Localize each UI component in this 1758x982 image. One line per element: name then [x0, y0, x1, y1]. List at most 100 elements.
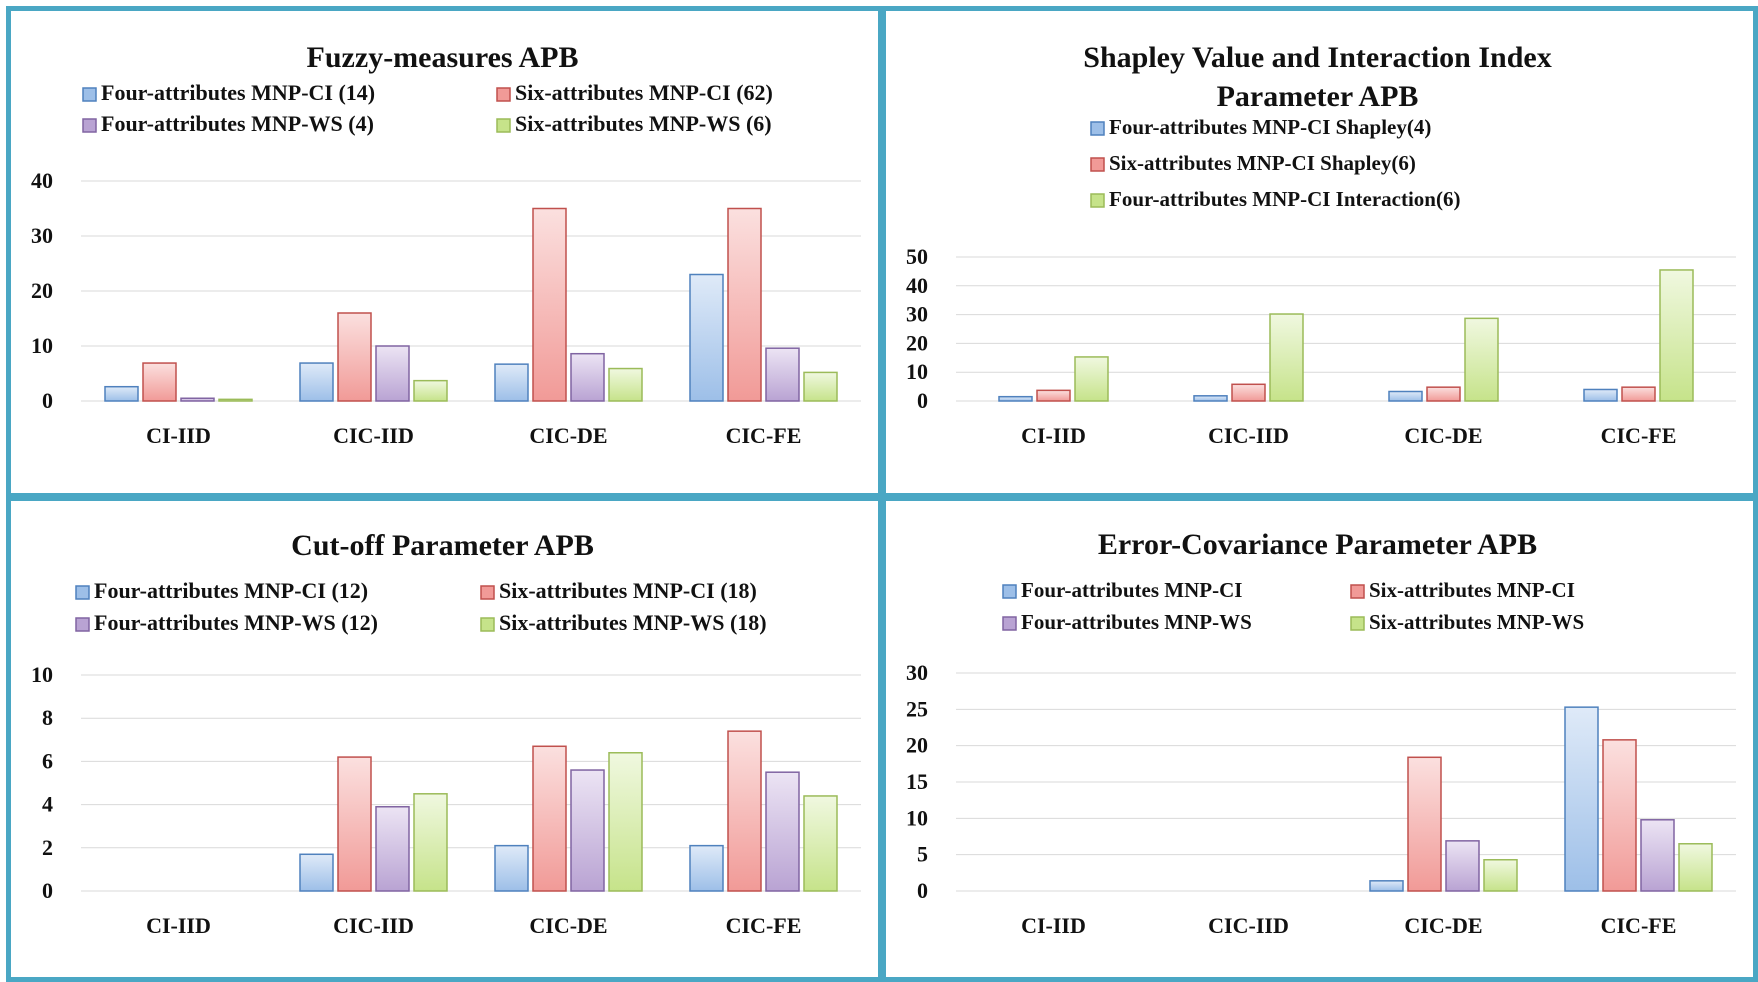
y-tick-label: 2 [42, 835, 53, 860]
bar [1269, 313, 1304, 402]
x-category-label: CI-IID [1021, 913, 1086, 938]
bar [1445, 840, 1480, 892]
bar [1036, 389, 1071, 402]
legend-swatch [82, 118, 97, 133]
chart-error-covariance-svg: Error-Covariance Parameter APB Four-attri… [906, 528, 1736, 938]
bar [1602, 739, 1637, 892]
legend-swatch [480, 585, 495, 600]
y-tick-label: 40 [31, 168, 53, 193]
bar [494, 363, 529, 402]
bar [689, 273, 724, 402]
bar [608, 367, 643, 402]
legend-swatch [496, 87, 511, 102]
y-tick-label: 25 [906, 696, 928, 721]
bar [104, 385, 139, 402]
x-category-label: CIC-IID [1208, 913, 1289, 938]
y-tick-label: 10 [906, 359, 928, 384]
bar [375, 806, 410, 892]
bar [727, 207, 762, 402]
x-category-label: CIC-IID [1208, 423, 1289, 448]
y-tick-label: 5 [917, 842, 928, 867]
legend-label: Four-attributes MNP-CI Interaction(6) [1109, 187, 1460, 211]
y-tick-label: 15 [906, 769, 928, 794]
legend-swatch [1002, 616, 1017, 631]
legend-label: Six-attributes MNP-CI [1369, 578, 1575, 602]
legend-swatch [480, 617, 495, 632]
legend-label: Six-attributes MNP-CI Shapley(6) [1109, 151, 1416, 175]
bar [532, 207, 567, 402]
chart-title-shapley: Shapley Value and Interaction Index [1083, 41, 1551, 74]
chart-shapley-interaction-svg: Shapley Value and Interaction Index Param… [906, 41, 1736, 448]
x-category-label: CI-IID [146, 423, 211, 448]
legend-swatch [1090, 157, 1105, 172]
y-tick-label: 10 [906, 805, 928, 830]
x-category-label: CIC-FE [1601, 913, 1677, 938]
y-tick-label: 50 [906, 244, 928, 269]
chart-panel-fuzzy-measures: Fuzzy-measures APB Four-attributes MNP-CI… [6, 6, 883, 498]
bar [180, 397, 215, 402]
x-category-label: CIC-DE [1404, 423, 1482, 448]
bar [1464, 317, 1499, 402]
x-category-label: CIC-IID [333, 913, 414, 938]
chart-title-fuzzy: Fuzzy-measures APB [307, 41, 579, 74]
bar [218, 398, 253, 402]
bar [299, 853, 334, 892]
bar [1583, 388, 1618, 402]
bar [765, 771, 800, 892]
x-category-label: CI-IID [1021, 423, 1086, 448]
bar [494, 844, 529, 892]
legend-swatch [82, 87, 97, 102]
chart-panel-shapley-interaction: Shapley Value and Interaction Index Param… [881, 6, 1758, 498]
y-tick-label: 20 [906, 330, 928, 355]
legend-label: Six-attributes MNP-CI (18) [499, 578, 757, 603]
bar [689, 844, 724, 892]
legend-swatch [1002, 584, 1017, 599]
bar [1388, 390, 1423, 402]
bar [803, 371, 838, 402]
legend-swatch [496, 118, 511, 133]
bar [337, 756, 372, 892]
chart-title-errorcov: Error-Covariance Parameter APB [1098, 528, 1537, 561]
legend-swatch [1090, 193, 1105, 208]
legend-label: Four-attributes MNP-WS [1021, 610, 1252, 634]
legend-label: Four-attributes MNP-WS (4) [101, 111, 374, 136]
bar [1621, 386, 1656, 402]
y-tick-label: 8 [42, 705, 53, 730]
y-tick-label: 30 [906, 660, 928, 685]
bar [1407, 756, 1442, 892]
bar [803, 795, 838, 892]
y-tick-label: 20 [906, 733, 928, 758]
bar [142, 362, 177, 402]
legend-swatch [1350, 584, 1365, 599]
bar [727, 730, 762, 892]
chart-title-cutoff: Cut-off Parameter APB [291, 529, 594, 562]
bar [1564, 706, 1599, 892]
y-tick-label: 30 [31, 223, 53, 248]
legend-label: Six-attributes MNP-WS (18) [499, 610, 767, 635]
y-tick-label: 4 [42, 792, 53, 817]
bar [1659, 269, 1694, 402]
chart-panel-error-covariance: Error-Covariance Parameter APB Four-attri… [881, 496, 1758, 982]
bar [299, 362, 334, 402]
bar [413, 793, 448, 892]
x-category-label: CIC-FE [726, 423, 802, 448]
legend-label: Four-attributes MNP-WS (12) [94, 610, 378, 635]
bar [1231, 383, 1266, 402]
y-tick-label: 30 [906, 302, 928, 327]
bar [337, 312, 372, 402]
bar [998, 395, 1033, 402]
bar [570, 352, 605, 402]
legend-swatch [75, 617, 90, 632]
y-tick-label: 0 [42, 388, 53, 413]
legend-label: Six-attributes MNP-WS [1369, 610, 1584, 634]
y-tick-label: 0 [42, 878, 53, 903]
bar [1426, 386, 1461, 402]
bar [1193, 395, 1228, 402]
x-category-label: CIC-FE [726, 913, 802, 938]
legend-label: Six-attributes MNP-CI (62) [515, 80, 773, 105]
legend-swatch [1090, 121, 1105, 136]
legend-swatch [1350, 616, 1365, 631]
bar [1369, 880, 1404, 892]
legend-label: Six-attributes MNP-WS (6) [515, 111, 772, 136]
